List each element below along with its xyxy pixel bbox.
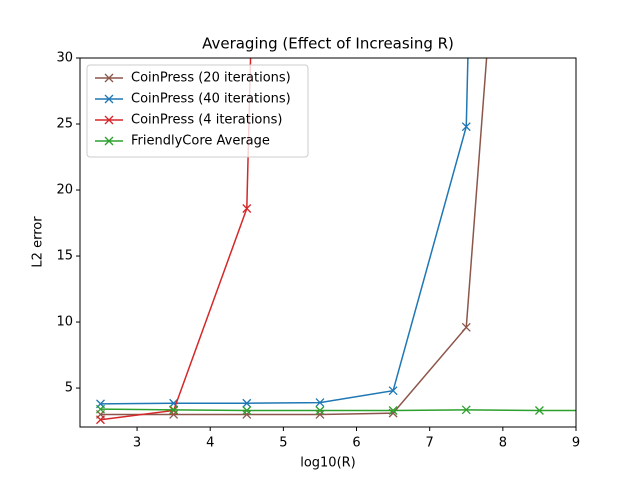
marker: [461, 122, 471, 132]
legend-marker: [104, 94, 114, 104]
y-tick-label: 15: [56, 249, 73, 264]
plot-area: [96, 58, 576, 425]
legend-label: FriendlyCore Average: [131, 134, 270, 149]
series-line: [100, 58, 252, 421]
y-tick-label: 5: [65, 381, 73, 396]
legend-marker: [104, 136, 114, 146]
y-tick-label: 10: [56, 315, 73, 330]
marker: [169, 405, 179, 415]
legend-marker: [104, 73, 114, 83]
y-axis-label: L2 error: [31, 216, 46, 268]
legend-label: CoinPress (40 iterations): [131, 92, 291, 107]
x-tick-label: 9: [572, 436, 580, 451]
marker: [242, 406, 252, 415]
legend-box: [86, 64, 309, 158]
marker: [315, 409, 325, 419]
chart-title: Averaging (Effect of Increasing R): [202, 35, 454, 53]
marker: [461, 322, 471, 332]
series-line: [100, 408, 576, 412]
x-tick-label: 8: [499, 436, 507, 451]
legend-label: CoinPress (20 iterations): [131, 71, 291, 86]
x-tick-label: 5: [279, 436, 287, 451]
marker: [242, 398, 252, 408]
y-tick-label: 30: [56, 51, 73, 66]
marker: [461, 405, 471, 415]
marker: [96, 404, 105, 414]
x-tick-label: 4: [206, 436, 214, 451]
y-tick-label: 25: [56, 117, 73, 132]
marker: [388, 406, 398, 415]
x-tick-label: 3: [133, 436, 141, 451]
legend-label: CoinPress (4 iterations): [131, 113, 282, 128]
legend-marker: [104, 115, 114, 125]
marker: [169, 398, 179, 408]
x-tick-label: 6: [352, 436, 360, 451]
marker: [242, 204, 252, 213]
y-tick-label: 20: [56, 183, 73, 198]
marker: [242, 409, 252, 419]
x-axis-label: log10(R): [300, 456, 356, 471]
x-tick-label: 7: [426, 436, 434, 451]
marker: [96, 415, 105, 425]
marker: [315, 406, 325, 415]
marker: [388, 386, 398, 396]
marker: [534, 406, 544, 415]
marker: [315, 398, 325, 408]
axes-frame: [79, 57, 577, 428]
